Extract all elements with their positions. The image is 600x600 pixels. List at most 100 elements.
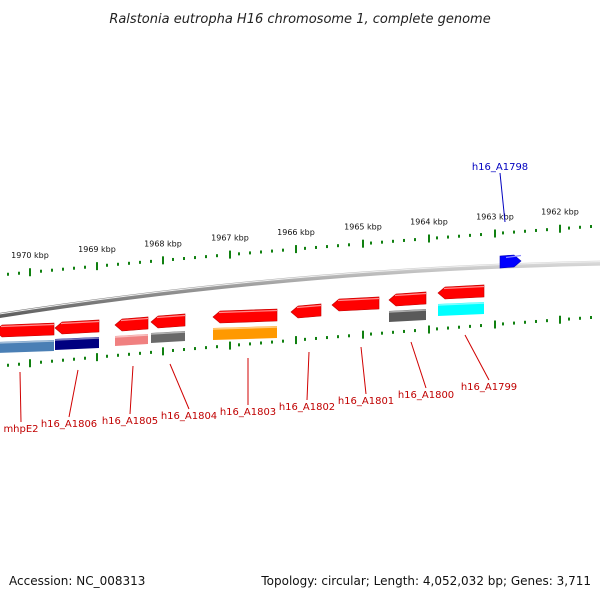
minor-tick: [128, 261, 130, 265]
product-bar-highlight: [0, 340, 55, 344]
gene-track: [0, 254, 522, 353]
major-tick: [362, 239, 364, 248]
minor-tick: [469, 324, 471, 328]
minor-tick: [40, 269, 42, 273]
gene-h16_A1805[interactable]: [114, 316, 149, 346]
kbp-tick-label: 1963 kbp: [476, 212, 514, 221]
gene-label[interactable]: h16_A1799: [461, 382, 517, 393]
gene-arrow-highlight: [120, 317, 149, 322]
gene-h16_A1799[interactable]: [437, 284, 485, 316]
minor-tick: [480, 324, 482, 328]
gene-label[interactable]: h16_A1800: [398, 390, 454, 401]
gene-label[interactable]: h16_A1804: [161, 411, 217, 422]
accession-text: Accession: NC_008313: [9, 574, 146, 588]
minor-tick: [436, 327, 438, 331]
gene-label-leader: [464, 334, 490, 381]
major-tick: [229, 341, 231, 350]
gene-label-leader: [68, 369, 79, 418]
major-tick: [428, 325, 430, 334]
gene-h16_A1806[interactable]: [54, 319, 100, 350]
minor-tick: [502, 231, 504, 235]
minor-tick: [139, 351, 141, 355]
product-bar[interactable]: [0, 340, 54, 353]
minor-tick: [403, 238, 405, 242]
gene-arrow-highlight: [505, 254, 522, 259]
gene-label[interactable]: mhpE2: [3, 424, 38, 435]
minor-tick: [381, 331, 383, 335]
minor-tick: [73, 357, 75, 361]
gene-h16_A1804[interactable]: [150, 313, 186, 343]
minor-tick: [447, 235, 449, 239]
gene-label[interactable]: h16_A1802: [279, 402, 335, 413]
minor-tick: [73, 266, 75, 270]
gene-label[interactable]: h16_A1801: [338, 396, 394, 407]
minor-tick: [106, 263, 108, 267]
minor-tick: [62, 358, 64, 362]
kbp-tick-label: 1970 kbp: [11, 251, 49, 260]
scale-ruler-inner: [7, 315, 592, 368]
minor-tick: [414, 238, 416, 242]
major-tick: [559, 315, 561, 324]
gene-labels: mhpE2 h16_A1806 h16_A1805 h16_A1804 h16_A180…: [3, 162, 528, 435]
major-tick: [494, 229, 496, 238]
topology-text: Topology: circular; Length: 4,052,032 bp…: [261, 574, 591, 588]
gene-h16_A1801[interactable]: [331, 296, 380, 312]
kbp-tick-label: 1965 kbp: [344, 223, 382, 232]
minor-tick: [282, 339, 284, 343]
gene-arrow-highlight: [60, 320, 100, 325]
gene-label-leader: [410, 341, 427, 389]
minor-tick: [194, 347, 196, 351]
minor-tick: [271, 249, 273, 253]
minor-tick: [139, 260, 141, 264]
scale-ruler-outer: [7, 224, 592, 277]
gene-label[interactable]: h16_A1806: [41, 419, 97, 430]
product-bar[interactable]: [213, 326, 277, 340]
minor-tick: [183, 257, 185, 261]
major-tick: [29, 268, 31, 277]
gene-h16_A1802[interactable]: [290, 303, 322, 319]
gene-arrow[interactable]: [499, 254, 522, 269]
minor-tick: [117, 262, 119, 266]
minor-tick: [568, 317, 570, 321]
minor-tick: [238, 252, 240, 256]
kbp-tick-label: 1968 kbp: [144, 239, 182, 248]
minor-tick: [513, 230, 515, 234]
minor-tick: [436, 236, 438, 240]
gene-h16_A1803[interactable]: [212, 308, 278, 340]
minor-tick: [315, 245, 317, 249]
product-bar-highlight: [388, 309, 427, 313]
minor-tick: [249, 342, 251, 346]
minor-tick: [271, 340, 273, 344]
minor-tick: [326, 336, 328, 340]
minor-tick: [216, 345, 218, 349]
minor-tick: [524, 320, 526, 324]
gene-label[interactable]: h16_A1803: [220, 407, 276, 418]
gene-mhpE2[interactable]: [0, 322, 55, 353]
minor-tick: [183, 348, 185, 352]
scale-tick-labels: 1970 kbp 1969 kbp 1968 kbp 1967 kbp 1966 kbp…: [11, 208, 579, 261]
minor-tick: [62, 267, 64, 271]
major-tick: [162, 347, 164, 356]
gene-label-leader: [306, 351, 310, 401]
gene-label[interactable]: h16_A1798: [472, 162, 528, 173]
minor-tick: [282, 248, 284, 252]
minor-tick: [238, 343, 240, 347]
minor-tick: [40, 360, 42, 364]
major-tick: [362, 330, 364, 339]
minor-tick: [568, 226, 570, 230]
product-bar[interactable]: [438, 302, 484, 316]
gene-h16_A1800[interactable]: [388, 291, 427, 322]
minor-tick: [7, 363, 9, 367]
minor-tick: [381, 240, 383, 244]
genome-backbone: [0, 260, 600, 318]
minor-tick: [392, 239, 394, 243]
gene-h16_A1798[interactable]: [499, 254, 522, 269]
gene-arrow-highlight: [296, 304, 322, 309]
minor-tick: [546, 228, 548, 232]
minor-tick: [172, 348, 174, 352]
gene-label[interactable]: h16_A1805: [102, 416, 158, 427]
major-tick: [428, 234, 430, 243]
minor-tick: [260, 250, 262, 254]
minor-tick: [370, 241, 372, 245]
